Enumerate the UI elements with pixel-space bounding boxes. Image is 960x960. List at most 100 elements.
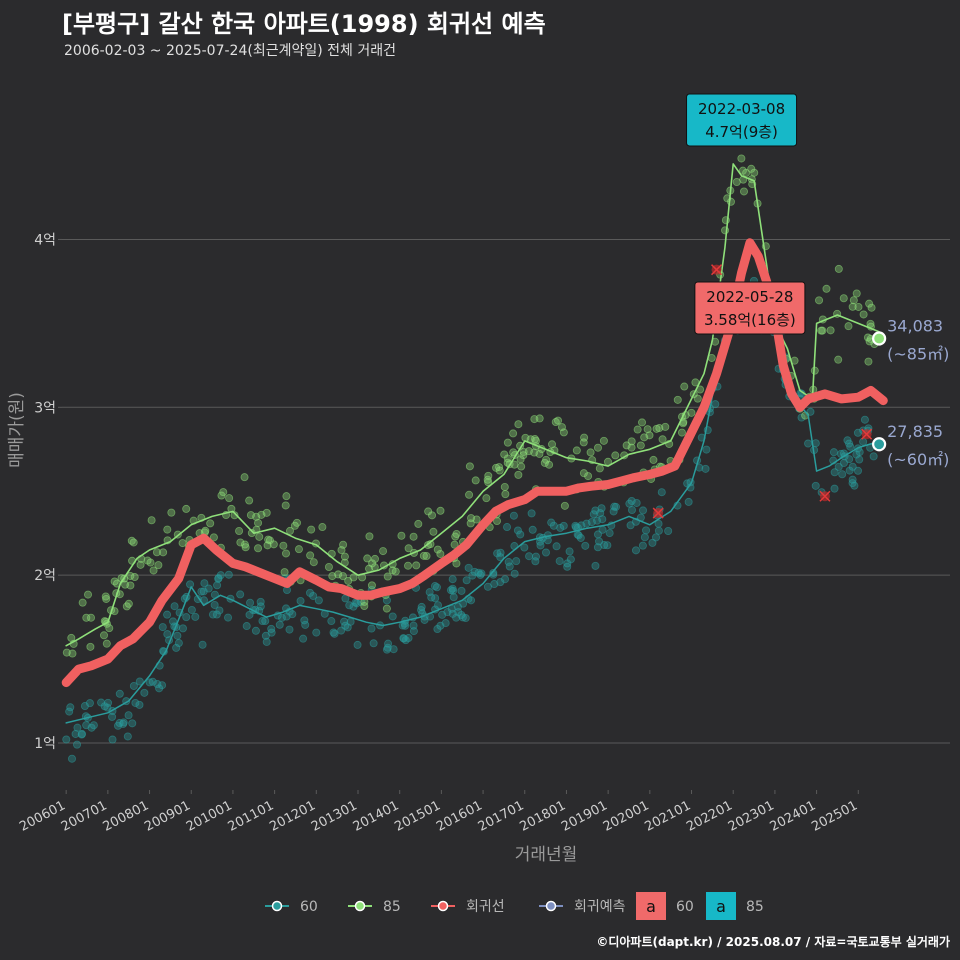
- scatter-point-85: [285, 526, 294, 535]
- scatter-point-60: [531, 557, 540, 566]
- scatter-point-60: [200, 579, 209, 588]
- scatter-point-60: [591, 561, 600, 570]
- scatter-point-85: [864, 357, 873, 366]
- scatter-point-85: [867, 303, 876, 312]
- scatter-point-60: [431, 594, 440, 603]
- scatter-point-85: [693, 394, 702, 403]
- scatter-point-85: [136, 560, 145, 569]
- x-tick-label: 200601: [17, 798, 68, 835]
- scatter-point-85: [206, 519, 215, 528]
- scatter-point-60: [420, 615, 429, 624]
- scatter-point-85: [559, 428, 568, 437]
- scatter-point-85: [86, 642, 95, 651]
- scatter-point-60: [369, 639, 378, 648]
- scatter-point-60: [87, 723, 96, 732]
- scatter-point-85: [182, 504, 191, 513]
- scatter-point-60: [124, 711, 133, 720]
- scatter-point-60: [119, 718, 128, 727]
- scatter-point-60: [600, 541, 609, 550]
- x-tick-label: 202501: [809, 798, 860, 835]
- scatter-point-85: [514, 420, 523, 429]
- scatter-point-85: [492, 516, 501, 525]
- scatter-point-85: [318, 523, 327, 532]
- scatter-point-60: [610, 502, 619, 511]
- scatter-point-60: [448, 575, 457, 584]
- scatter-point-85: [673, 395, 682, 404]
- end-point-marker: [872, 331, 887, 346]
- scatter-point-60: [563, 562, 572, 571]
- scatter-point-85: [404, 544, 413, 553]
- scatter-point-60: [830, 468, 839, 477]
- scatter-point-60: [449, 586, 458, 595]
- scatter-point-60: [702, 445, 711, 454]
- scatter-point-85: [535, 449, 544, 458]
- x-tick-label: 201001: [184, 798, 235, 835]
- scatter-point-85: [306, 551, 315, 560]
- scatter-point-60: [626, 521, 635, 530]
- scatter-point-60: [457, 610, 466, 619]
- outlier-cross: [652, 507, 664, 519]
- scatter-point-85: [225, 494, 234, 503]
- scatter-point-60: [571, 521, 580, 530]
- legend-label-60: 60: [300, 899, 318, 915]
- scatter-point-85: [163, 525, 172, 534]
- x-tick-label: 202201: [684, 798, 735, 835]
- scatter-point-60: [541, 548, 550, 557]
- scatter-point-85: [579, 469, 588, 478]
- scatter-point-85: [264, 535, 273, 544]
- scatter-point-60: [516, 530, 525, 539]
- scatter-point-85: [834, 355, 843, 364]
- x-tick-label: 201601: [434, 798, 485, 835]
- x-tick-label: 202001: [601, 798, 652, 835]
- scatter-point-85: [844, 322, 853, 331]
- scatter-point-85: [279, 541, 288, 550]
- x-tick-label: 201101: [226, 798, 277, 835]
- scatter-point-60: [830, 484, 839, 493]
- scatter-point-60: [433, 625, 442, 634]
- scatter-point-85: [67, 633, 76, 642]
- x-tick-label: 201401: [351, 798, 402, 835]
- scatter-point-60: [158, 623, 167, 632]
- grid-layer: [62, 238, 950, 744]
- scatter-point-85: [627, 437, 636, 446]
- scatter-point-60: [547, 518, 556, 527]
- scatter-point-60: [639, 506, 648, 515]
- scatter-point-85: [240, 473, 249, 482]
- scatter-point-60: [855, 455, 864, 464]
- scatter-point-60: [301, 620, 310, 629]
- scatter-point-60: [684, 497, 693, 506]
- scatter-point-85: [419, 551, 428, 560]
- scatter-point-60: [806, 407, 815, 416]
- x-tick-label: 200901: [142, 798, 193, 835]
- end-label-unit: (~85㎡): [887, 344, 949, 363]
- x-tick-label: 200801: [101, 798, 152, 835]
- legend-box-label-85: 85: [746, 899, 764, 915]
- scatter-point-85: [436, 506, 445, 515]
- legend-box-label-60: 60: [676, 899, 694, 915]
- scatter-point-60: [504, 557, 513, 566]
- scatter-point-60: [848, 479, 857, 488]
- legend-box-85: [706, 892, 736, 920]
- scatter-point-60: [309, 591, 318, 600]
- scatter-point-60: [172, 643, 181, 652]
- y-tick-label: 3억: [34, 400, 56, 416]
- scatter-point-85: [514, 470, 523, 479]
- scatter-point-85: [235, 527, 244, 536]
- scatter-point-85: [865, 299, 874, 308]
- scatter-point-85: [281, 549, 290, 558]
- legend-marker-60: [271, 900, 283, 912]
- scatter-point-85: [292, 518, 301, 527]
- scatter-point-85: [324, 562, 333, 571]
- scatter-point-60: [163, 630, 172, 639]
- scatter-point-85: [501, 490, 510, 499]
- scatter-point-60: [67, 754, 76, 763]
- scatter-point-60: [838, 470, 847, 479]
- scatter-point-85: [404, 561, 413, 570]
- scatter-point-85: [492, 463, 501, 472]
- scatter-point-60: [382, 645, 391, 654]
- scatter-point-85: [436, 549, 445, 558]
- scatter-point-85: [100, 631, 109, 640]
- scatter-point-85: [822, 284, 831, 293]
- scatter-point-85: [586, 448, 595, 457]
- scatter-point-85: [482, 494, 491, 503]
